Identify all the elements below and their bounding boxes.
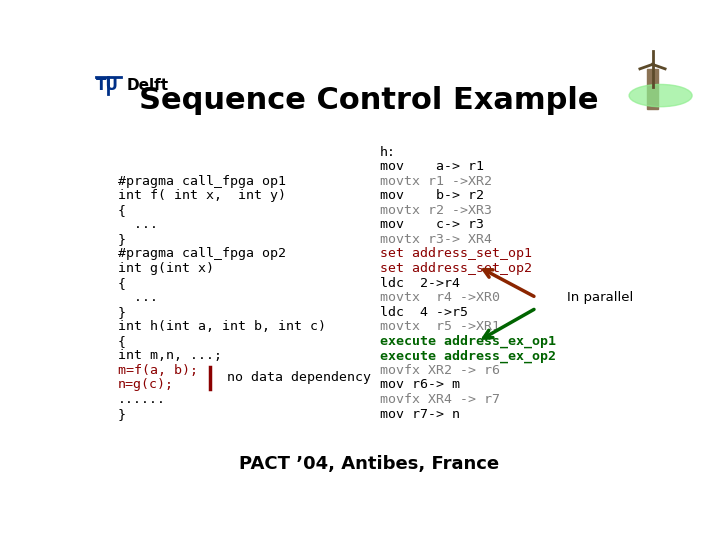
Text: mov    c-> r3: mov c-> r3 — [380, 218, 484, 231]
Text: mov    a-> r1: mov a-> r1 — [380, 160, 484, 173]
Text: #pragma call_fpga op2: #pragma call_fpga op2 — [118, 247, 286, 260]
Text: ldc  2->r4: ldc 2->r4 — [380, 276, 460, 289]
Text: TU: TU — [96, 78, 119, 93]
Text: mov r7-> n: mov r7-> n — [380, 408, 460, 421]
Text: int h(int a, int b, int c): int h(int a, int b, int c) — [118, 320, 326, 333]
Text: movtx  r5 ->XR1: movtx r5 ->XR1 — [380, 320, 500, 333]
Text: n=g(c);: n=g(c); — [118, 379, 174, 392]
Text: int g(int x): int g(int x) — [118, 262, 214, 275]
Text: }: } — [118, 233, 126, 246]
Text: set address_set_op2: set address_set_op2 — [380, 262, 532, 275]
Text: int f( int x,  int y): int f( int x, int y) — [118, 190, 286, 202]
Text: movfx XR2 -> r6: movfx XR2 -> r6 — [380, 364, 500, 377]
Text: ...: ... — [118, 218, 158, 231]
Text: movtx r3-> XR4: movtx r3-> XR4 — [380, 233, 492, 246]
Text: set address_set_op1: set address_set_op1 — [380, 247, 532, 260]
Text: Delft: Delft — [126, 78, 168, 93]
Text: }: } — [118, 306, 126, 319]
Text: movtx r1 ->XR2: movtx r1 ->XR2 — [380, 175, 492, 188]
Ellipse shape — [629, 84, 692, 107]
Text: mov r6-> m: mov r6-> m — [380, 379, 460, 392]
Text: movtx r2 ->XR3: movtx r2 ->XR3 — [380, 204, 492, 217]
Text: execute address_ex_op2: execute address_ex_op2 — [380, 349, 556, 362]
Text: movfx XR4 -> r7: movfx XR4 -> r7 — [380, 393, 500, 406]
Text: movtx  r4 ->XR0: movtx r4 ->XR0 — [380, 291, 500, 304]
Text: {: { — [118, 204, 126, 217]
Text: no data dependency: no data dependency — [227, 372, 371, 384]
Text: execute address_ex_op1: execute address_ex_op1 — [380, 335, 556, 348]
Text: }: } — [118, 408, 126, 421]
Text: {: { — [118, 335, 126, 348]
Text: int m,n, ...;: int m,n, ...; — [118, 349, 222, 362]
Text: {: { — [118, 276, 126, 289]
Bar — [647, 69, 658, 109]
Text: ldc  4 ->r5: ldc 4 ->r5 — [380, 306, 468, 319]
Text: h:: h: — [380, 146, 396, 159]
Text: Sequence Control Example: Sequence Control Example — [139, 86, 599, 114]
Text: ...: ... — [118, 291, 158, 304]
Text: #pragma call_fpga op1: #pragma call_fpga op1 — [118, 175, 286, 188]
Text: PACT ’04, Antibes, France: PACT ’04, Antibes, France — [239, 455, 499, 473]
Text: m=f(a, b);: m=f(a, b); — [118, 364, 198, 377]
Text: mov    b-> r2: mov b-> r2 — [380, 190, 484, 202]
Text: ......: ...... — [118, 393, 166, 406]
Text: In parallel: In parallel — [567, 291, 634, 304]
